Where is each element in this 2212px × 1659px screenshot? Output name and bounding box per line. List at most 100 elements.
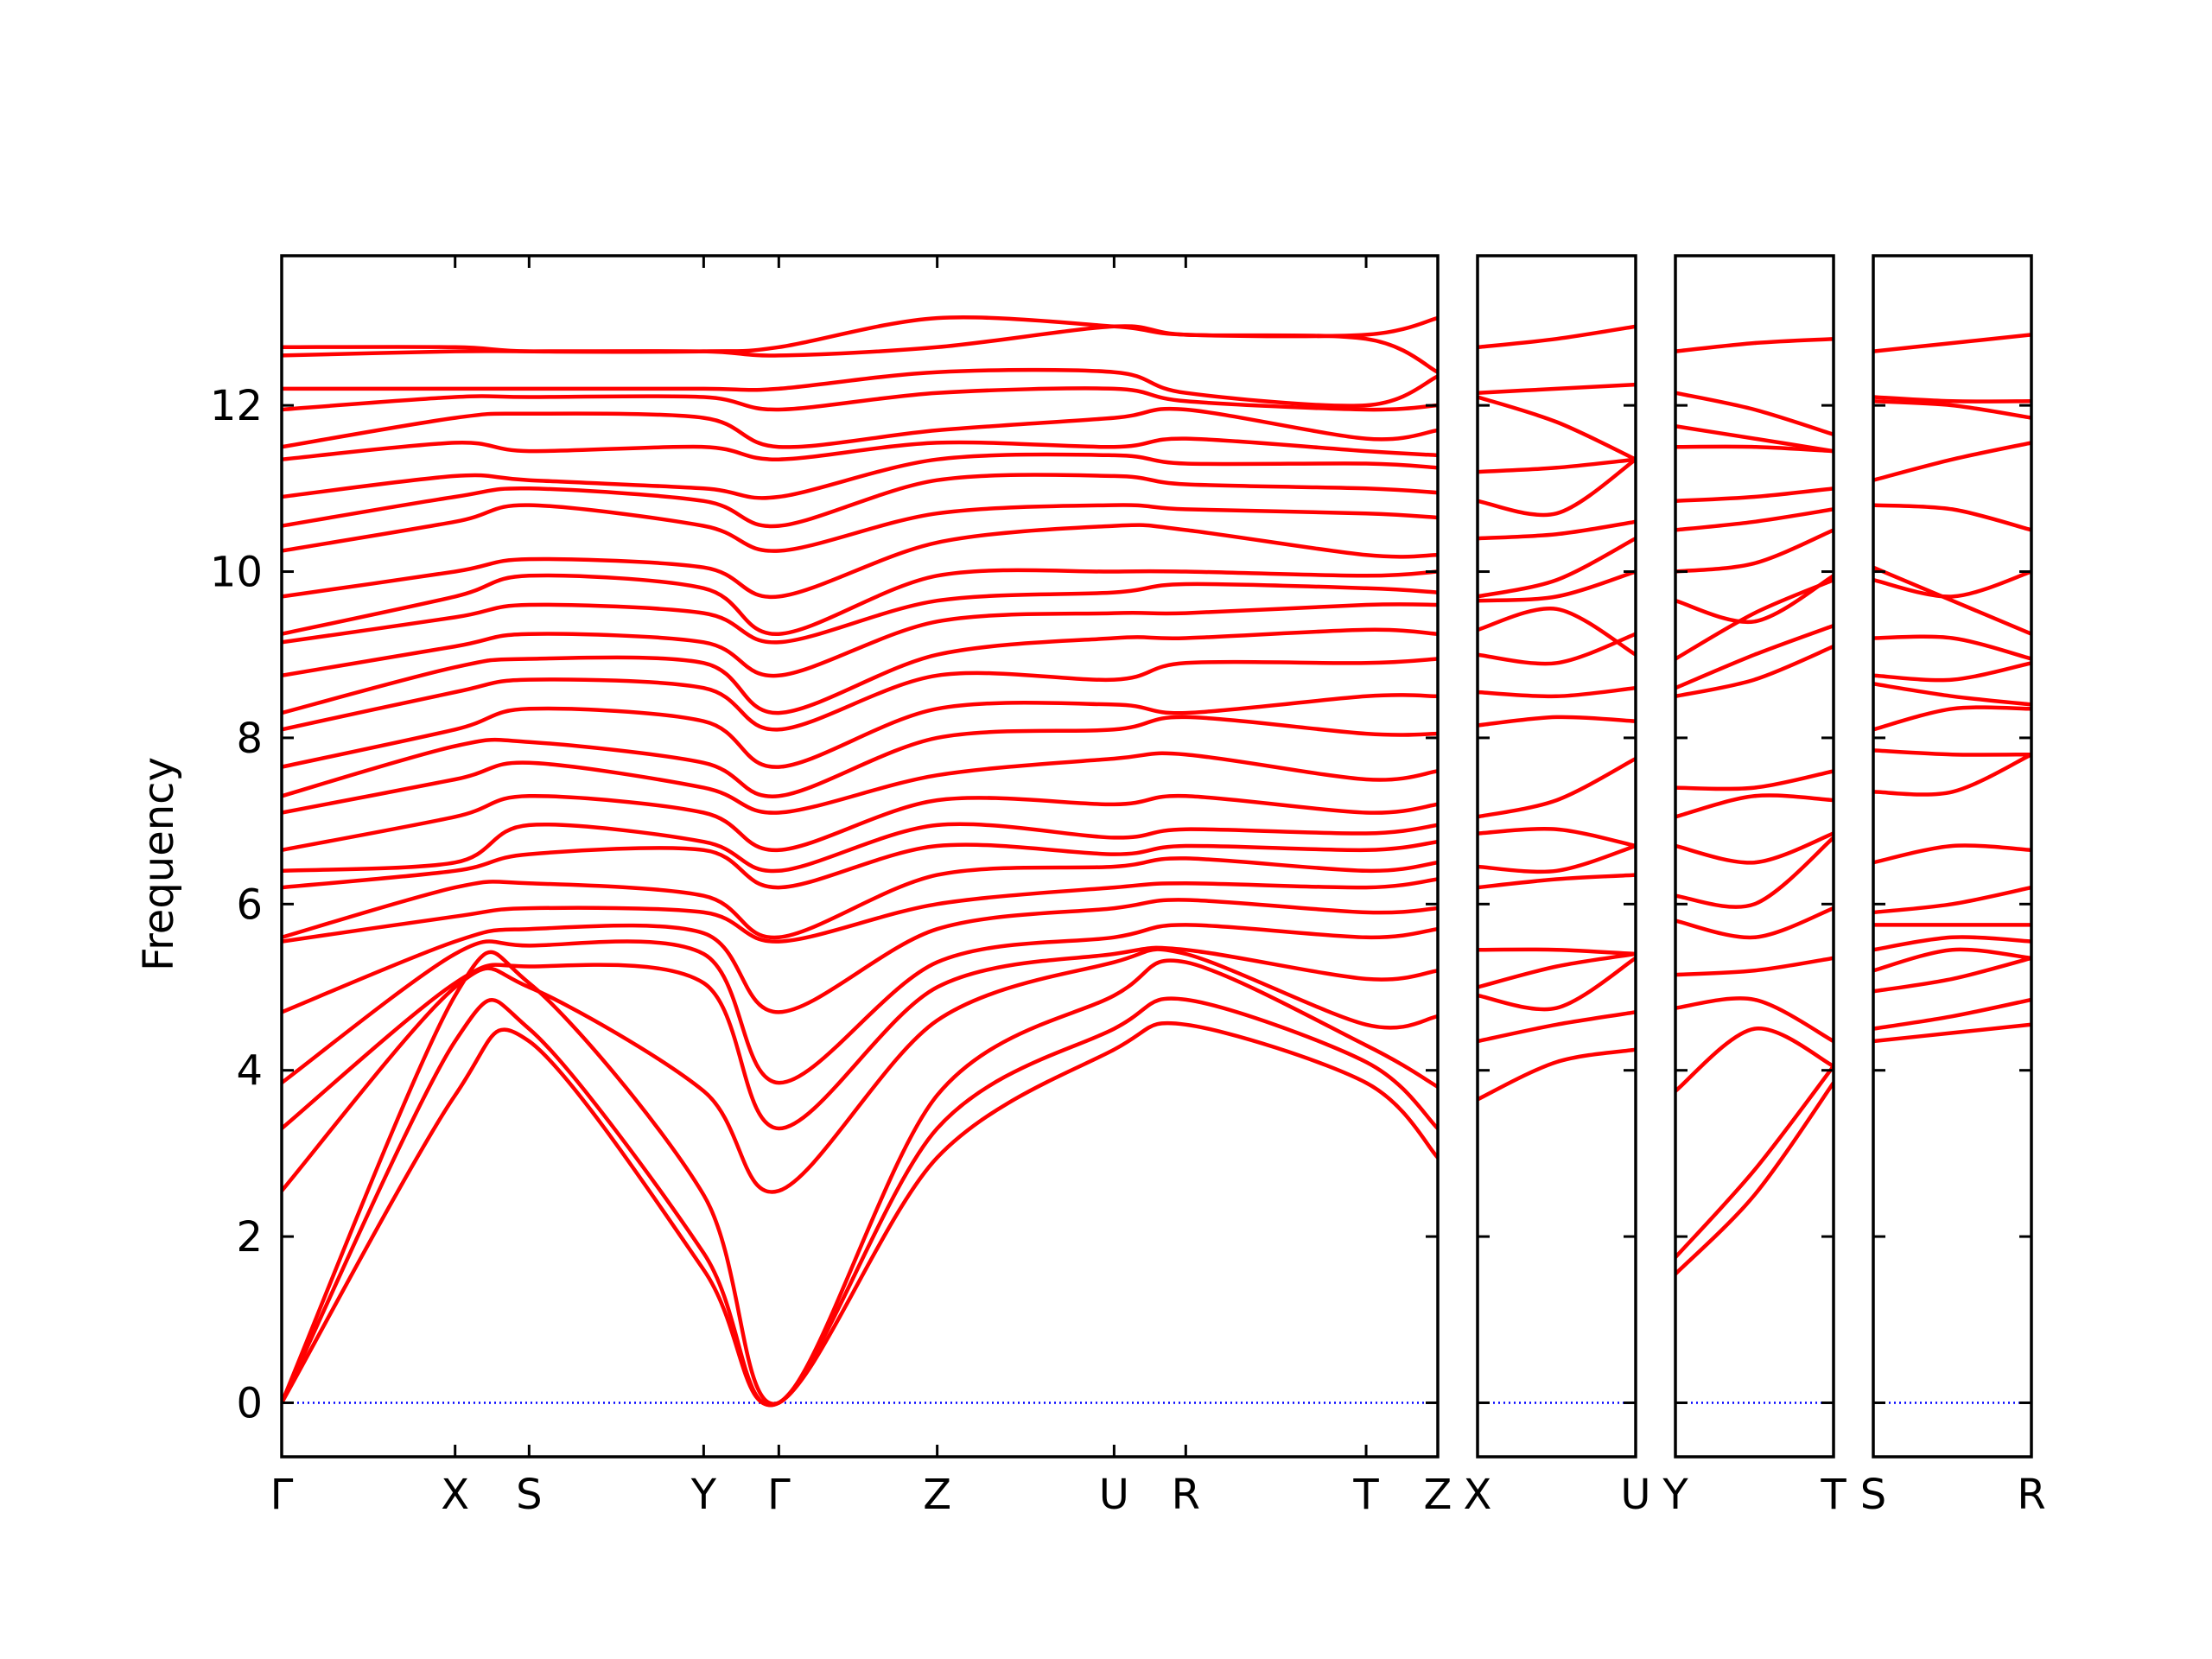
band-SR-1	[1873, 1022, 2031, 1044]
band-YT-1	[1675, 1081, 1834, 1275]
band-YT-8	[1675, 831, 1834, 865]
band-SR-18	[1873, 441, 2031, 482]
bands-group	[1478, 324, 1636, 1102]
panel-frame	[280, 254, 1440, 1459]
x-tick-label: Z	[923, 1471, 951, 1519]
bands-group	[1873, 333, 2031, 1044]
x-tick-label: R	[1172, 1471, 1200, 1519]
x-tick-label: X	[441, 1471, 469, 1519]
panel-frame	[1674, 254, 1835, 1459]
band-optic-06	[282, 856, 1438, 940]
band-optic-03	[282, 923, 1438, 1085]
band-optic-14	[282, 627, 1438, 715]
band-XU-9	[1478, 757, 1636, 819]
x-tick-label: X	[1464, 1471, 1492, 1519]
band-optic-16	[282, 582, 1438, 645]
band-optic-01	[282, 947, 1438, 1194]
band-YT-17	[1675, 486, 1834, 504]
band-optic-11	[282, 715, 1438, 798]
band-XU-13	[1478, 607, 1636, 657]
band-XU-1	[1478, 1047, 1636, 1102]
band-optic-17	[282, 568, 1438, 636]
band-YT-14	[1675, 574, 1834, 625]
panel-frame	[1872, 254, 2033, 1459]
band-SR-15	[1873, 569, 2031, 599]
band-optic-22	[282, 436, 1438, 461]
band-SR-12	[1873, 682, 2031, 707]
x-tick-label: Z	[1424, 1471, 1452, 1519]
band-optic-07	[282, 839, 1438, 890]
band-YT-4	[1675, 996, 1834, 1043]
band-optic-13	[282, 657, 1438, 732]
band-XU-16	[1478, 519, 1636, 541]
band-SR-14	[1873, 634, 2031, 661]
band-optic-15	[282, 602, 1438, 678]
band-XU-15	[1478, 537, 1636, 599]
band-optic-08	[282, 822, 1438, 874]
band-YT-7	[1675, 836, 1834, 909]
band-YT-11	[1675, 645, 1834, 699]
band-optic-12	[282, 693, 1438, 769]
band-YT-9	[1675, 793, 1834, 819]
band-optic-04	[282, 898, 1438, 1014]
band-XU-21	[1478, 324, 1636, 350]
band-optic-19	[282, 503, 1438, 553]
band-XU-11	[1478, 685, 1636, 699]
band-optic-26	[282, 324, 1438, 374]
x-tick-label: S	[516, 1471, 542, 1519]
band-YT-15	[1675, 528, 1834, 574]
band-optic-25	[282, 367, 1438, 408]
band-optic-18	[282, 523, 1438, 600]
band-XU-7	[1478, 843, 1636, 874]
y-tick-label: 12	[210, 382, 263, 430]
band-optic-27	[282, 315, 1438, 354]
band-SR-9	[1873, 753, 2031, 797]
band-acoustic-1	[282, 1020, 1438, 1408]
band-YT-6	[1675, 906, 1834, 940]
x-tick-label: R	[2017, 1471, 2045, 1519]
band-optic-20	[282, 473, 1438, 529]
band-XU-5	[1478, 947, 1636, 957]
band-XU-10	[1478, 715, 1636, 728]
band-YT-10	[1675, 769, 1834, 791]
band-optic-09	[282, 793, 1438, 853]
band-SR-20	[1873, 395, 2031, 404]
band-XU-6	[1478, 873, 1636, 890]
band-SR-21	[1873, 333, 2031, 353]
band-optic-10	[282, 751, 1438, 815]
y-axis-label: Frequency	[135, 757, 183, 971]
band-SR-2	[1873, 997, 2031, 1031]
bands-group	[282, 315, 1438, 1408]
band-XU-4	[1478, 951, 1636, 989]
x-tick-label: T	[1820, 1471, 1847, 1519]
band-SR-3	[1873, 956, 2031, 994]
band-SR-4	[1873, 947, 2031, 973]
band-optic-23	[282, 406, 1438, 449]
y-tick-label: 6	[236, 880, 263, 929]
band-YT-21	[1675, 336, 1834, 353]
x-tick-label: U	[1099, 1471, 1129, 1519]
y-tick-label: 8	[236, 715, 263, 763]
x-tick-label: Γ	[767, 1471, 791, 1519]
band-XU-20	[1478, 382, 1636, 395]
panel-frame	[1476, 254, 1637, 1459]
band-XU-3	[1478, 956, 1636, 1012]
band-YT-3	[1675, 1027, 1834, 1093]
bands-group	[1675, 336, 1834, 1275]
band-XU-19	[1478, 395, 1636, 461]
band-XU-2	[1478, 1010, 1636, 1044]
x-tick-label: T	[1352, 1471, 1379, 1519]
y-tick-label: 0	[236, 1379, 263, 1427]
band-YT-19	[1675, 423, 1834, 454]
band-YT-2	[1675, 1065, 1834, 1259]
band-SR-7	[1873, 885, 2031, 915]
x-tick-label: Y	[1662, 1471, 1688, 1519]
y-tick-label: 10	[210, 549, 263, 597]
band-SR-10	[1873, 748, 2031, 757]
band-YT-5	[1675, 956, 1834, 977]
